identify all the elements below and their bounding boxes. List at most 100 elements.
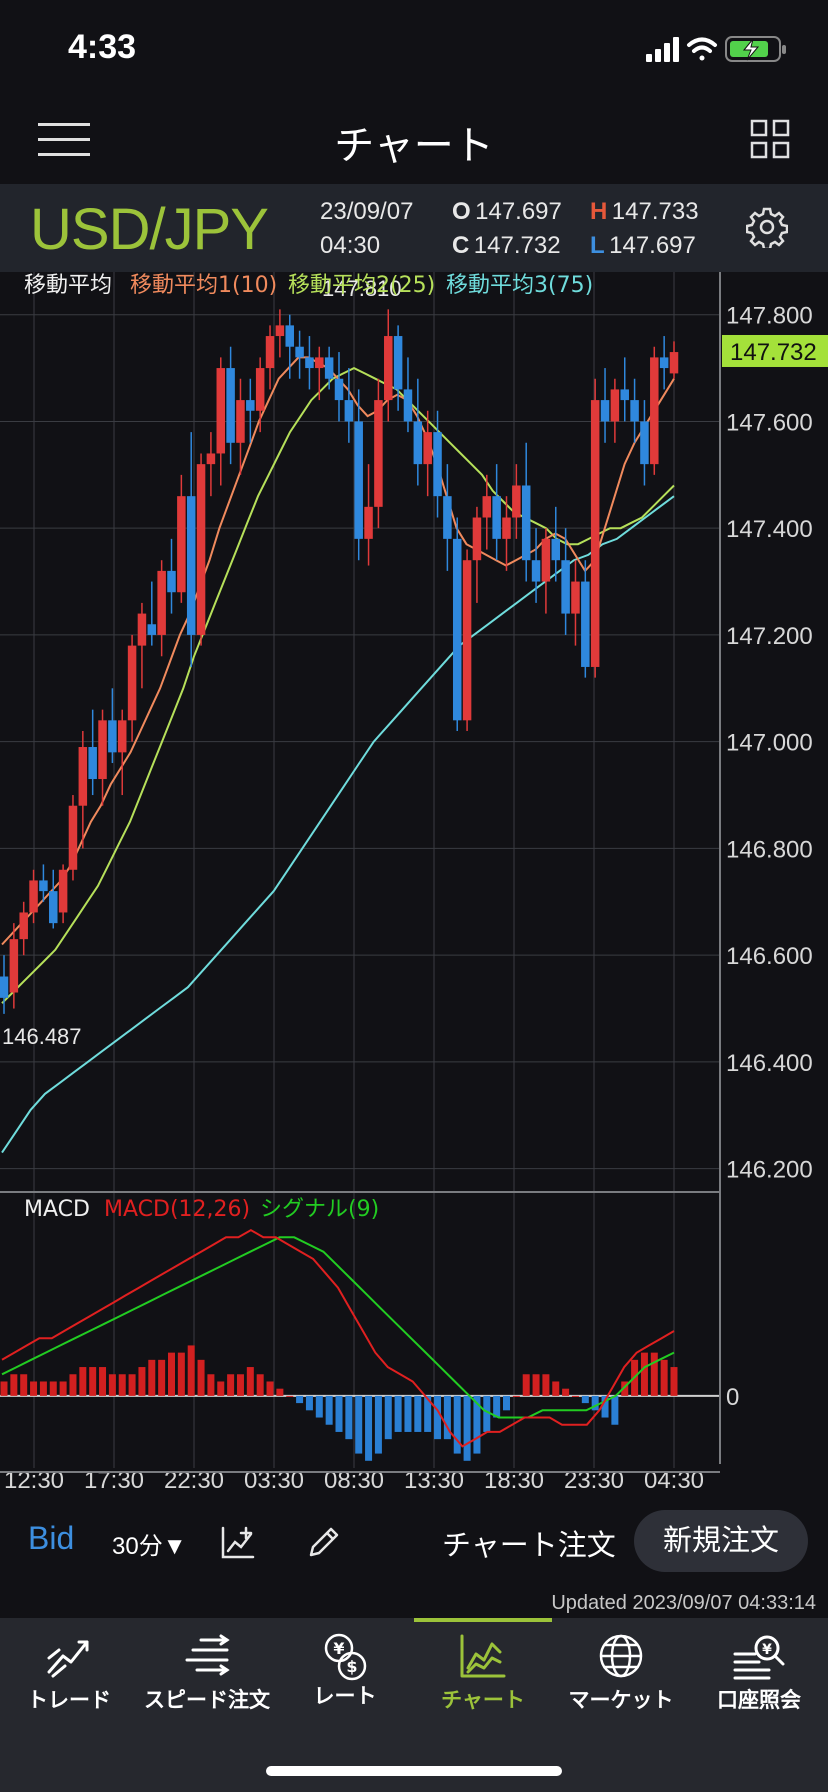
candle — [98, 709, 107, 806]
indicator-icon[interactable] — [220, 1524, 256, 1560]
svg-text:¥: ¥ — [333, 1639, 344, 1658]
candle — [403, 357, 413, 433]
candle — [443, 464, 452, 571]
legend-macd-label: MACD — [24, 1197, 90, 1222]
candle-body — [255, 368, 265, 411]
tab-market[interactable]: マーケット — [552, 1618, 690, 1728]
legend-signal: シグナル(9) — [260, 1197, 379, 1222]
chart-axes: 147.800 147.600 147.400 147.200 147.000 146.8… — [0, 272, 828, 1494]
candle — [226, 346, 235, 465]
candle-body — [147, 624, 157, 635]
candle-body — [206, 453, 216, 465]
candle — [206, 432, 216, 497]
tab-speed-order[interactable]: スピード注文 — [138, 1618, 276, 1728]
open-value: 147.697 — [475, 198, 562, 225]
candle-body — [571, 581, 580, 614]
candle — [246, 378, 255, 443]
tab-rate[interactable]: ¥ $ レート — [276, 1618, 414, 1728]
candlestick-series — [0, 309, 679, 1014]
candle — [650, 346, 659, 475]
candle-body — [167, 570, 176, 593]
candle — [551, 506, 561, 582]
account-icon: ¥ — [733, 1635, 785, 1680]
wifi-icon — [687, 37, 717, 61]
macd-histogram-bar — [325, 1395, 333, 1425]
candle — [255, 357, 265, 433]
menu-button[interactable] — [38, 123, 90, 159]
currency-pair[interactable]: USD/JPY — [30, 197, 269, 262]
candle — [364, 464, 373, 566]
macd-histogram-bar — [434, 1395, 442, 1440]
chart-area[interactable]: 147.800 147.600 147.400 147.200 147.000 146.8… — [0, 272, 828, 1498]
macd-histogram-bar — [365, 1395, 373, 1461]
candle-body — [482, 496, 492, 518]
candle — [590, 378, 600, 678]
macd-histogram-bar — [374, 1395, 382, 1454]
high-value: 147.733 — [611, 198, 699, 225]
macd-histogram-bar — [424, 1395, 432, 1432]
candle — [512, 464, 521, 539]
candle — [492, 464, 501, 561]
close-value: 147.732 — [473, 232, 561, 259]
macd-zero-label: 0 — [726, 1384, 739, 1411]
battery-icon — [725, 36, 786, 62]
quote-date: 23/09/07 — [320, 198, 414, 225]
macd-histogram-bar — [512, 1395, 520, 1397]
tab-trade[interactable]: トレード — [0, 1618, 138, 1728]
candle-body — [216, 368, 226, 454]
candle-body — [600, 400, 610, 422]
candle-body — [236, 400, 245, 443]
macd-histogram-bar — [49, 1381, 57, 1396]
interval-selector[interactable]: 30分▼ — [112, 1533, 187, 1560]
candle — [295, 330, 304, 379]
candle-body — [610, 389, 620, 422]
tab-account[interactable]: ¥ 口座照会 — [690, 1618, 828, 1728]
candle — [29, 869, 38, 924]
quote-time: 04:30 — [320, 232, 381, 259]
candle — [285, 314, 294, 379]
candle-body — [275, 325, 285, 337]
candle-body — [108, 720, 117, 753]
tab-chart[interactable]: チャート — [414, 1618, 552, 1728]
quote-header: USD/JPY 23/09/07 04:30 O 147.697 C 147.7… — [0, 184, 828, 272]
page-title: チャート — [334, 124, 494, 168]
candle — [167, 538, 176, 614]
chart-order-button[interactable]: チャート注文 — [442, 1530, 616, 1562]
settings-gear-icon[interactable] — [746, 206, 788, 248]
grid-layout-icon[interactable] — [750, 119, 790, 159]
candle-body — [88, 747, 97, 780]
candle — [216, 357, 226, 486]
draw-pencil-icon[interactable] — [306, 1524, 342, 1560]
hamburger-icon-line — [38, 153, 90, 156]
candle-body — [413, 421, 423, 465]
candle — [413, 378, 423, 486]
candle-body — [186, 496, 196, 635]
macd-histogram-bar — [404, 1395, 412, 1432]
macd-histogram-bar — [20, 1374, 28, 1396]
macd-histogram-bar — [0, 1381, 8, 1396]
candle — [19, 901, 28, 956]
candle — [541, 528, 551, 614]
macd-panel — [0, 1228, 720, 1461]
candle — [669, 341, 679, 379]
macd-histogram-bar — [217, 1381, 225, 1396]
macd-histogram-bar — [473, 1395, 481, 1454]
candle-body — [581, 581, 590, 667]
tab-label: スピード注文 — [144, 1689, 270, 1712]
macd-histogram-bar — [503, 1395, 510, 1411]
macd-histogram-bar — [168, 1352, 175, 1396]
candle — [108, 688, 117, 764]
macd-histogram-bar — [591, 1395, 599, 1411]
candle-body — [443, 496, 452, 539]
new-order-button[interactable]: 新規注文 — [634, 1510, 808, 1572]
candle — [354, 389, 363, 561]
candle-body — [423, 432, 432, 465]
candle-body — [630, 400, 639, 422]
macd-histogram-bar — [394, 1395, 402, 1432]
macd-histogram-bar — [384, 1395, 392, 1440]
y-tick-label: 147.200 — [726, 623, 813, 650]
candle — [423, 410, 432, 497]
candle — [384, 309, 393, 422]
bid-ask-toggle[interactable]: Bid — [28, 1520, 75, 1556]
macd-histogram-bar — [414, 1395, 422, 1432]
